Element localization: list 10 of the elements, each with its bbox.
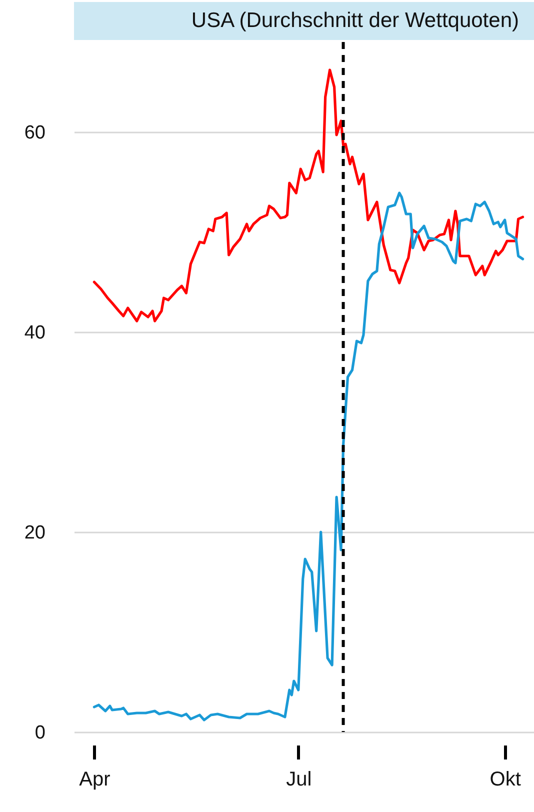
y-tick-label: 20: [24, 522, 46, 544]
x-tick-label: Apr: [79, 768, 111, 790]
y-tick-label: 60: [24, 122, 46, 144]
x-tick-label: Okt: [490, 768, 522, 790]
y-tick-label: 0: [34, 722, 46, 744]
line-series: [92, 68, 524, 322]
chart-title: USA (Durchschnitt der Wettquoten): [74, 2, 534, 40]
x-tick-label: Jul: [286, 768, 312, 790]
line-series: [92, 192, 524, 722]
y-tick-label: 40: [24, 322, 46, 344]
